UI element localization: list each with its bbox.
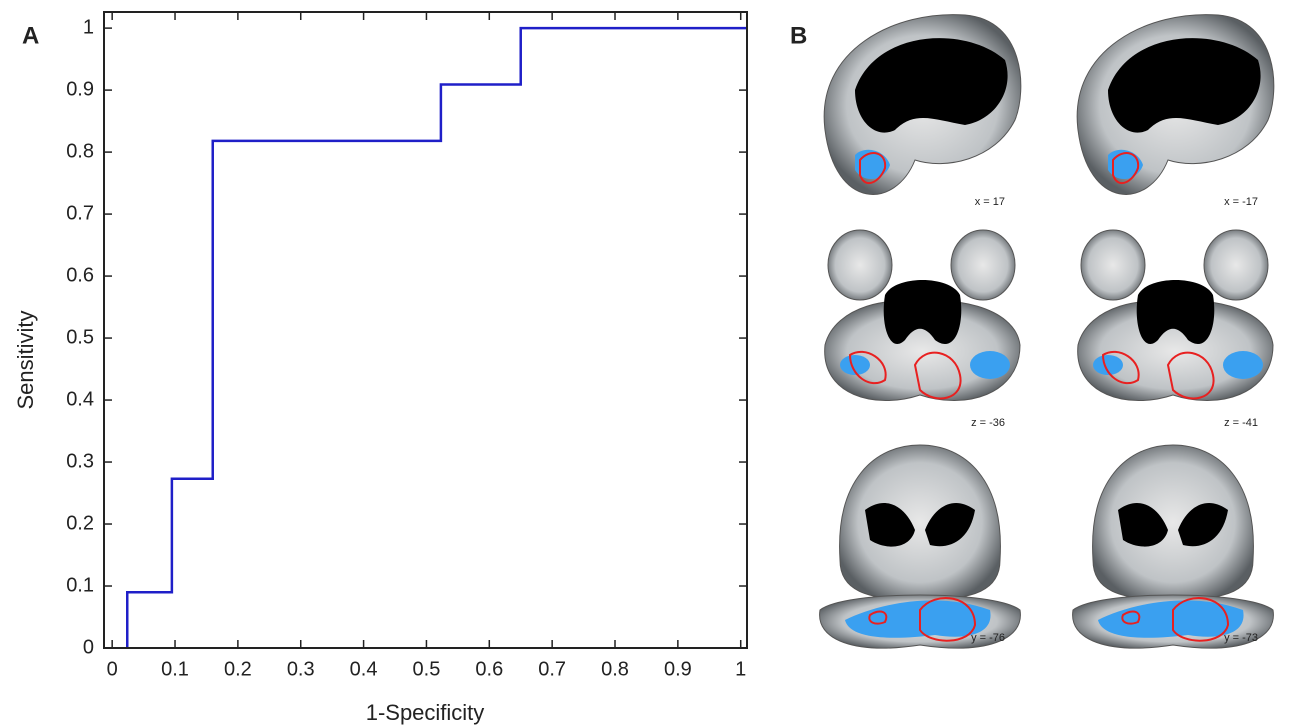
slice-caption: y = -76 xyxy=(971,632,1005,644)
slice-caption: y = -73 xyxy=(1224,632,1258,644)
brain-outline xyxy=(1092,444,1254,601)
y-axis-label: Sensitivity xyxy=(13,310,38,409)
brain-slice xyxy=(1076,14,1275,195)
x-tick-label: 0.7 xyxy=(538,658,566,680)
x-tick-label: 0.2 xyxy=(224,658,252,680)
ventricle xyxy=(855,38,1008,133)
x-tick-label: 0.3 xyxy=(287,658,315,680)
panel-label: A xyxy=(22,22,39,49)
slice-caption: x = 17 xyxy=(975,196,1005,208)
x-tick-label: 0.8 xyxy=(601,658,629,680)
roc-line xyxy=(126,26,747,648)
y-tick-label: 0.4 xyxy=(66,388,94,410)
brain-slices: x = 17 x = -17 z = -36 z = -41 y = -76 y = -7… xyxy=(819,14,1275,649)
y-tick-label: 0.1 xyxy=(66,574,94,596)
y-tick-label: 1 xyxy=(83,16,94,38)
lobe xyxy=(827,229,893,301)
y-tick-label: 0.8 xyxy=(66,140,94,162)
blue-region xyxy=(845,600,991,638)
red-outline xyxy=(848,350,962,400)
red-outline xyxy=(868,597,977,642)
ventricle xyxy=(1118,502,1228,547)
red-outline xyxy=(1121,597,1230,642)
x-tick-label: 0.9 xyxy=(664,658,692,680)
red-outline xyxy=(1101,350,1215,400)
x-tick-label: 0.4 xyxy=(350,658,378,680)
y-tick-label: 0.6 xyxy=(66,264,94,286)
slice-caption: z = -41 xyxy=(1224,417,1258,429)
x-axis-label: 1-Specificity xyxy=(366,700,485,725)
brainstem xyxy=(883,280,962,344)
y-tick-label: 0.7 xyxy=(66,202,94,224)
lobe xyxy=(1080,229,1146,301)
y-tick-label: 0.3 xyxy=(66,450,94,472)
red-outline xyxy=(1112,152,1140,185)
x-tick-label: 0.5 xyxy=(413,658,441,680)
brain-slice xyxy=(1077,229,1274,402)
plot-frame xyxy=(103,11,748,649)
blue-region xyxy=(970,351,1010,379)
y-tick-label: 0.5 xyxy=(66,326,94,348)
panel-label: B xyxy=(790,22,807,49)
x-tick-label: 1 xyxy=(735,658,746,680)
blue-region xyxy=(840,355,870,375)
brain-slice xyxy=(1072,444,1274,649)
x-tick-label: 0.6 xyxy=(475,658,503,680)
slice-caption: z = -36 xyxy=(971,417,1005,429)
x-tick-label: 0.1 xyxy=(161,658,189,680)
brain-slice xyxy=(824,229,1021,402)
brain-outline xyxy=(839,444,1001,601)
ventricle xyxy=(865,502,975,547)
y-tick-label: 0 xyxy=(83,636,94,658)
red-outline xyxy=(859,152,887,185)
blue-region xyxy=(1098,600,1244,638)
brain-slice xyxy=(819,444,1021,649)
blue-region xyxy=(1093,355,1123,375)
x-tick-label: 0 xyxy=(107,658,118,680)
y-tick-label: 0.9 xyxy=(66,78,94,100)
slice-caption: x = -17 xyxy=(1224,196,1258,208)
y-tick-label: 0.2 xyxy=(66,512,94,534)
ventricle xyxy=(1108,38,1261,133)
lobe xyxy=(1203,229,1269,301)
blue-region xyxy=(1223,351,1263,379)
lobe xyxy=(950,229,1016,301)
brain-slice xyxy=(823,14,1022,195)
brainstem xyxy=(1136,280,1215,344)
